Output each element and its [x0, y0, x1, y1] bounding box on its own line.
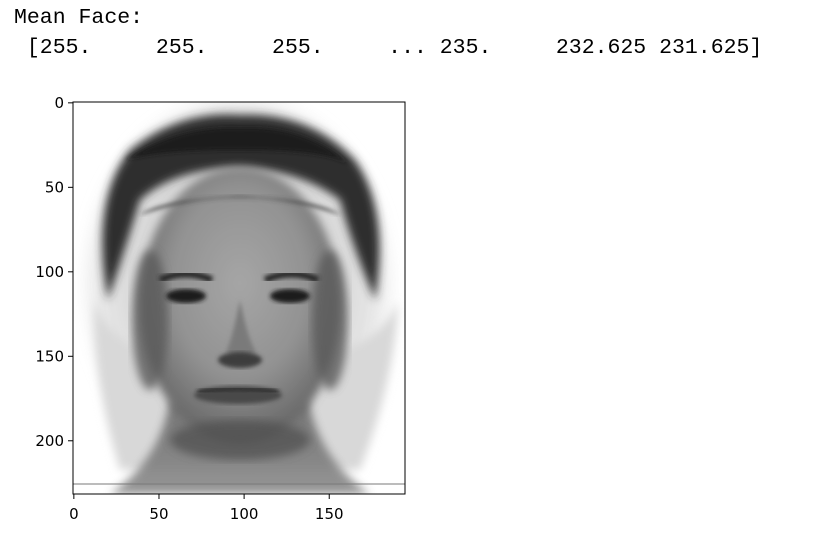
mean-face-image: [73, 102, 405, 494]
x-tick-label: 150: [315, 505, 344, 523]
x-tick-label: 0: [69, 505, 79, 523]
y-tick-label: 200: [35, 432, 64, 450]
x-tick-label: 100: [230, 505, 259, 523]
output-line-label: Mean Face:: [14, 6, 144, 30]
y-tick-label: 150: [35, 347, 64, 365]
y-tick-label: 50: [45, 178, 64, 196]
output-line-array: [255. 255. 255. ... 235. 232.625 231.625…: [14, 36, 763, 60]
axis-ticks: 0 50 100 150 0 50 100 150 200: [35, 94, 343, 523]
y-tick-label: 0: [54, 94, 64, 112]
x-tick-label: 50: [149, 505, 168, 523]
y-tick-label: 100: [35, 263, 64, 281]
axes-frame: [72, 101, 406, 495]
